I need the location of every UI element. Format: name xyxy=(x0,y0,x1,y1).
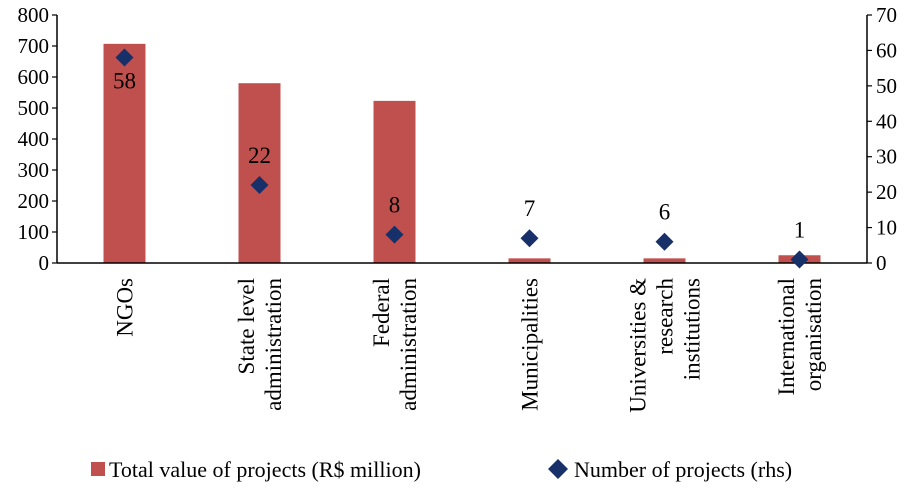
category-label-line: Universities & xyxy=(626,278,651,413)
left-tick-label: 700 xyxy=(18,34,50,58)
data-label-3: 7 xyxy=(524,196,536,221)
right-tick-label: 10 xyxy=(876,216,897,240)
bar-0 xyxy=(103,43,146,263)
legend-bar-swatch xyxy=(91,462,105,476)
data-label-2: 8 xyxy=(389,193,401,218)
left-axis-ticks: 0 100 200 300 400 500 600 700 800 xyxy=(18,3,57,275)
category-label-line: NGOs xyxy=(113,278,138,337)
right-axis-ticks: 0 10 20 30 40 50 60 70 xyxy=(867,3,897,275)
right-tick-label: 0 xyxy=(876,251,887,275)
legend-marker-label: Number of projects (rhs) xyxy=(574,457,792,482)
category-label-line: Municipalities xyxy=(518,278,543,411)
category-label-line: Federal xyxy=(369,278,394,347)
axes xyxy=(56,15,868,264)
data-labels: 58 22 8 7 6 1 xyxy=(113,69,805,243)
category-label-line: organisation xyxy=(801,278,826,392)
category-label-line: administration xyxy=(396,278,421,411)
left-tick-label: 400 xyxy=(18,127,50,151)
category-label-2: Federal administration xyxy=(369,278,421,411)
right-tick-label: 20 xyxy=(876,180,897,204)
bar-series xyxy=(103,43,821,264)
legend-bar-label: Total value of projects (R$ million) xyxy=(109,457,421,482)
category-label-4: Universities & research institutions xyxy=(626,278,705,413)
category-label-line: institutions xyxy=(680,278,705,380)
marker-series xyxy=(115,48,809,269)
category-label-line: administration xyxy=(261,278,286,411)
category-label-line: State level xyxy=(234,278,259,374)
right-tick-label: 50 xyxy=(876,74,897,98)
right-tick-label: 70 xyxy=(876,3,897,27)
marker-4 xyxy=(655,232,674,251)
marker-2 xyxy=(385,225,404,244)
left-tick-label: 100 xyxy=(18,220,50,244)
legend: Total value of projects (R$ million) Num… xyxy=(91,457,792,482)
left-tick-label: 200 xyxy=(18,189,50,213)
category-label-line: International xyxy=(774,278,799,396)
bar-4 xyxy=(643,258,686,263)
category-label-0: NGOs xyxy=(113,278,138,337)
category-label-1: State level administration xyxy=(234,278,286,411)
bar-1 xyxy=(238,83,281,263)
category-label-line: research xyxy=(653,278,678,355)
marker-1 xyxy=(250,176,269,195)
bar-3 xyxy=(508,258,551,263)
left-tick-label: 800 xyxy=(18,3,50,27)
left-tick-label: 600 xyxy=(18,65,50,89)
right-tick-label: 60 xyxy=(876,38,897,62)
data-label-0: 58 xyxy=(113,69,136,94)
left-tick-label: 0 xyxy=(39,251,50,275)
category-labels: NGOs State level administration Federal admi… xyxy=(113,278,827,413)
left-tick-label: 500 xyxy=(18,96,50,120)
data-label-1: 22 xyxy=(248,143,271,168)
marker-5 xyxy=(790,250,809,269)
right-tick-label: 30 xyxy=(876,145,897,169)
left-tick-label: 300 xyxy=(18,158,50,182)
marker-3 xyxy=(520,229,539,248)
legend-diamond-icon xyxy=(548,459,568,479)
data-label-5: 1 xyxy=(794,217,806,242)
category-label-5: International organisation xyxy=(774,278,826,396)
marker-0 xyxy=(115,48,134,67)
right-tick-label: 40 xyxy=(876,109,897,133)
data-label-4: 6 xyxy=(659,200,671,225)
category-label-3: Municipalities xyxy=(518,278,543,411)
